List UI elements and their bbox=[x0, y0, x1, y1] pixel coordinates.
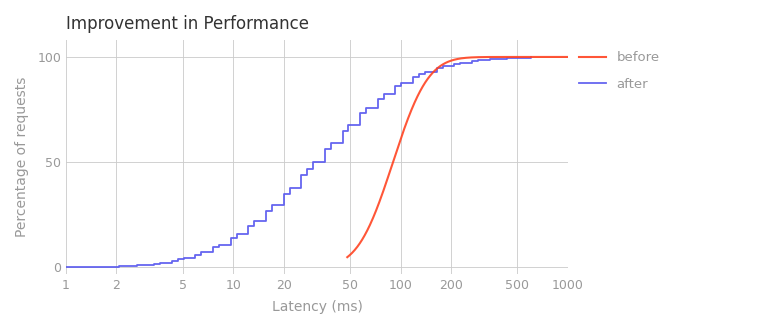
after bbox=[150, 262, 159, 266]
after bbox=[520, 56, 530, 60]
after bbox=[114, 265, 123, 268]
before bbox=[394, 145, 403, 149]
before bbox=[561, 55, 570, 59]
before bbox=[343, 255, 352, 259]
before bbox=[511, 55, 520, 59]
Line: after: after bbox=[66, 57, 531, 267]
Text: Improvement in Performance: Improvement in Performance bbox=[66, 15, 309, 33]
before bbox=[563, 55, 572, 59]
Legend: before, after: before, after bbox=[580, 51, 659, 90]
before bbox=[547, 55, 556, 59]
after bbox=[473, 58, 483, 62]
after bbox=[526, 55, 536, 59]
before bbox=[515, 55, 524, 59]
Line: before: before bbox=[348, 57, 568, 257]
Y-axis label: Percentage of requests: Percentage of requests bbox=[15, 77, 29, 237]
after bbox=[173, 258, 183, 262]
after bbox=[62, 266, 71, 269]
X-axis label: Latency (ms): Latency (ms) bbox=[272, 300, 362, 314]
after bbox=[232, 232, 241, 236]
before bbox=[561, 55, 570, 59]
